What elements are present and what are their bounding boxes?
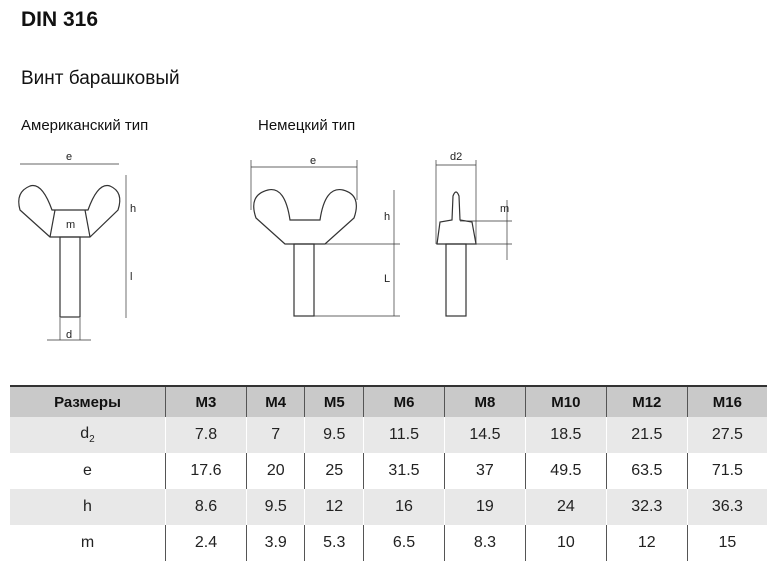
- dim-m-label-german: m: [500, 203, 509, 215]
- german-wing-screw-side-view: d2 m: [435, 151, 512, 317]
- dimensions-table: Размеры M3 M4 M5 M6 M8 M10 M12 M16 d2 7.8 7 9.5 11.5…: [10, 385, 767, 561]
- table-cell: 16: [363, 489, 445, 525]
- dim-l-label: l: [130, 271, 132, 283]
- dim-m-label: m: [66, 219, 75, 231]
- table-cell: 9.5: [304, 417, 364, 453]
- table-cell: 12: [304, 489, 364, 525]
- table-cell: 7: [245, 417, 305, 453]
- subtitle: Винт барашковый: [21, 68, 180, 89]
- dim-e-label-german: e: [310, 155, 316, 167]
- table-cell: 20: [245, 453, 305, 489]
- wing-screw-drawings: e h m l d e h L d2 m: [18, 151, 512, 341]
- dim-L-label: L: [384, 273, 390, 285]
- table-cell: 17.6: [165, 453, 247, 489]
- german-wing-screw-drawing: e h L: [250, 155, 400, 317]
- header-size: M4: [245, 386, 305, 417]
- table-cell: 14.5: [443, 417, 526, 453]
- header-size: M8: [443, 386, 526, 417]
- row-label-subscript: 2: [89, 434, 95, 446]
- dim-d-label: d: [66, 329, 72, 341]
- header-size: M12: [605, 386, 688, 417]
- american-type-label: Американский тип: [21, 117, 149, 134]
- american-wing-screw-drawing: e h m l d: [18, 151, 136, 341]
- dim-h-label-german: h: [384, 211, 390, 223]
- table-cell: 3.9: [245, 525, 305, 561]
- table-cell: 25: [304, 453, 364, 489]
- header-size: M16: [686, 386, 767, 417]
- row-label-text: m: [80, 534, 95, 551]
- table-cell: 2.4: [165, 525, 247, 561]
- table-cell: 7.8: [165, 417, 247, 453]
- table-cell: 18.5: [524, 417, 607, 453]
- table-cell: 24: [524, 489, 607, 525]
- table-cell: 37: [443, 453, 526, 489]
- table-cell: 32.3: [605, 489, 688, 525]
- table-cell: 5.3: [304, 525, 364, 561]
- row-label-text: e: [83, 462, 92, 479]
- table-cell: 9.5: [245, 489, 305, 525]
- table-row: m 2.4 3.9 5.3 6.5 8.3 10 12 15: [10, 525, 767, 561]
- table-cell: 36.3: [686, 489, 767, 525]
- table-cell: 31.5: [363, 453, 445, 489]
- table-row: h 8.6 9.5 12 16 19 24 32.3 36.3: [10, 489, 767, 525]
- row-label: d2: [10, 417, 166, 453]
- german-type-label: Немецкий тип: [258, 117, 356, 134]
- table-cell: 27.5: [686, 417, 767, 453]
- table-cell: 8.6: [165, 489, 247, 525]
- header-size: M10: [524, 386, 607, 417]
- dim-d2-label: d2: [450, 151, 462, 163]
- table-cell: 63.5: [605, 453, 688, 489]
- page-title: DIN 316: [21, 8, 99, 31]
- row-label: e: [10, 453, 166, 489]
- table-cell: 6.5: [363, 525, 445, 561]
- header-size: M3: [165, 386, 247, 417]
- header-size: M6: [363, 386, 445, 417]
- table-row: e 17.6 20 25 31.5 37 49.5 63.5 71.5: [10, 453, 767, 489]
- table-cell: 71.5: [686, 453, 767, 489]
- row-label: m: [10, 525, 166, 561]
- table-cell: 12: [605, 525, 688, 561]
- dim-h-label: h: [130, 203, 136, 215]
- row-label-text: h: [83, 498, 92, 515]
- table-cell: 11.5: [363, 417, 445, 453]
- table-cell: 15: [686, 525, 767, 561]
- header-size: M5: [304, 386, 364, 417]
- table-cell: 19: [443, 489, 526, 525]
- table-cell: 49.5: [524, 453, 607, 489]
- header-dimensions: Размеры: [10, 386, 166, 417]
- row-label-text: d: [80, 424, 90, 442]
- dim-e-label: e: [66, 151, 72, 163]
- table-cell: 10: [524, 525, 607, 561]
- table-cell: 21.5: [605, 417, 688, 453]
- table-header-row: Размеры M3 M4 M5 M6 M8 M10 M12 M16: [10, 386, 767, 417]
- row-label: h: [10, 489, 166, 525]
- table-cell: 8.3: [443, 525, 526, 561]
- table-row: d2 7.8 7 9.5 11.5 14.5 18.5 21.5 27.5: [10, 417, 767, 453]
